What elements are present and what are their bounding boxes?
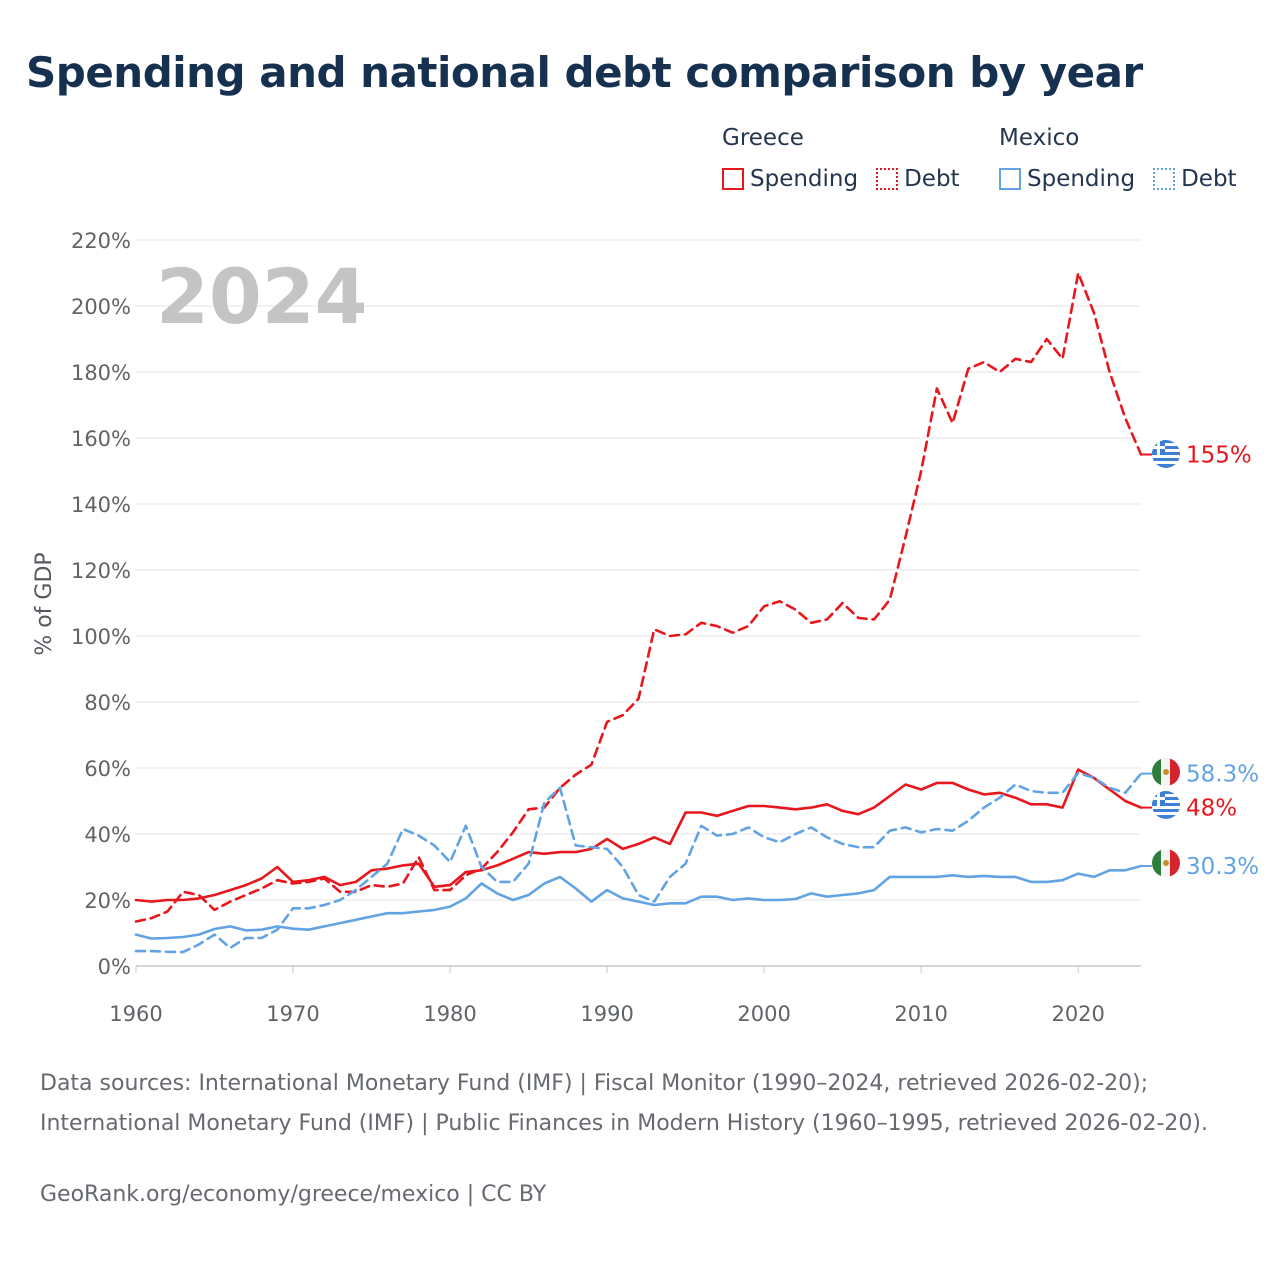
chart-title: Spending and national debt comparison by… — [26, 48, 1143, 97]
legend-label: Debt — [904, 166, 960, 192]
x-tick-label: 2020 — [1051, 1002, 1104, 1026]
year-watermark: 2024 — [156, 252, 368, 341]
legend-label: Debt — [1181, 166, 1237, 192]
y-tick-label: 40% — [84, 823, 131, 847]
legend-swatch-dotted-icon — [1153, 168, 1176, 190]
legend-swatch-solid-icon — [722, 168, 744, 190]
series-lines — [134, 271, 1143, 954]
source-credit-link[interactable]: GeoRank.org/economy/greece/mexico | CC B… — [40, 1182, 547, 1207]
legend-group-greece: Greece Spending Debt — [722, 122, 960, 192]
y-tick-label: 20% — [84, 889, 131, 913]
mexico-flag-icon — [1152, 849, 1180, 877]
legend-group-mexico: Mexico Spending Debt — [999, 122, 1237, 192]
greece-flag-icon — [1152, 791, 1180, 819]
line-chart: 0% 20% 40% 60% 80% 100% 120% 140% 160% 180% 200% 22… — [32, 229, 1259, 1026]
x-tick-label: 1980 — [423, 1002, 476, 1026]
end-labels: 155% 48% 58.3% 30.3% — [1141, 443, 1259, 880]
y-tick-label: 180% — [71, 361, 131, 385]
y-tick-label: 0% — [98, 955, 131, 979]
greece-debt-end-label: 155% — [1186, 443, 1252, 469]
legend-item-greece-debt[interactable]: Debt — [876, 166, 960, 192]
x-tick-label: 1960 — [109, 1002, 162, 1026]
greece-flag-icon — [1152, 440, 1180, 468]
legend-label: Spending — [1027, 166, 1136, 192]
x-tick-label: 1970 — [266, 1002, 319, 1026]
sources-text: Data sources: International Monetary Fun… — [40, 1071, 1208, 1136]
y-tick-label: 160% — [71, 427, 131, 451]
x-tick-label: 1990 — [580, 1002, 633, 1026]
y-tick-label: 100% — [71, 625, 131, 649]
legend-country-mexico: Mexico — [999, 125, 1080, 151]
legend-swatch-dotted-icon — [876, 168, 899, 190]
legend-country-greece: Greece — [722, 125, 804, 151]
data-sources: Data sources: International Monetary Fun… — [40, 1064, 1240, 1144]
y-tick-label: 80% — [84, 691, 131, 715]
y-axis: 0% 20% 40% 60% 80% 100% 120% 140% 160% 180% 200% 22… — [71, 229, 131, 979]
legend-item-greece-spending[interactable]: Spending — [722, 166, 858, 192]
y-tick-label: 120% — [71, 559, 131, 583]
greece-debt-line — [134, 271, 1143, 923]
greece-spending-line — [134, 768, 1143, 903]
x-axis: 1960 1970 1980 1990 2000 2010 2020 — [109, 966, 1105, 1026]
mexico-spending-line — [134, 864, 1143, 940]
y-tick-label: 200% — [71, 295, 131, 319]
mexico-debt-end-label: 58.3% — [1186, 762, 1259, 788]
y-tick-label: 140% — [71, 493, 131, 517]
y-tick-label: 60% — [84, 757, 131, 781]
y-axis-label: % of GDP — [32, 552, 57, 655]
gridlines — [136, 239, 1141, 967]
legend-swatch-solid-icon — [999, 168, 1021, 190]
legend-item-mexico-spending[interactable]: Spending — [999, 166, 1135, 192]
mexico-spending-end-label: 30.3% — [1186, 854, 1259, 880]
y-tick-label: 220% — [71, 229, 131, 253]
legend-item-mexico-debt[interactable]: Debt — [1153, 166, 1237, 192]
greece-spending-end-label: 48% — [1186, 796, 1237, 822]
mexico-flag-icon — [1152, 758, 1180, 786]
x-tick-label: 2000 — [737, 1002, 790, 1026]
mexico-debt-line — [134, 771, 1143, 954]
x-tick-label: 2010 — [894, 1002, 947, 1026]
legend-label: Spending — [750, 166, 859, 192]
